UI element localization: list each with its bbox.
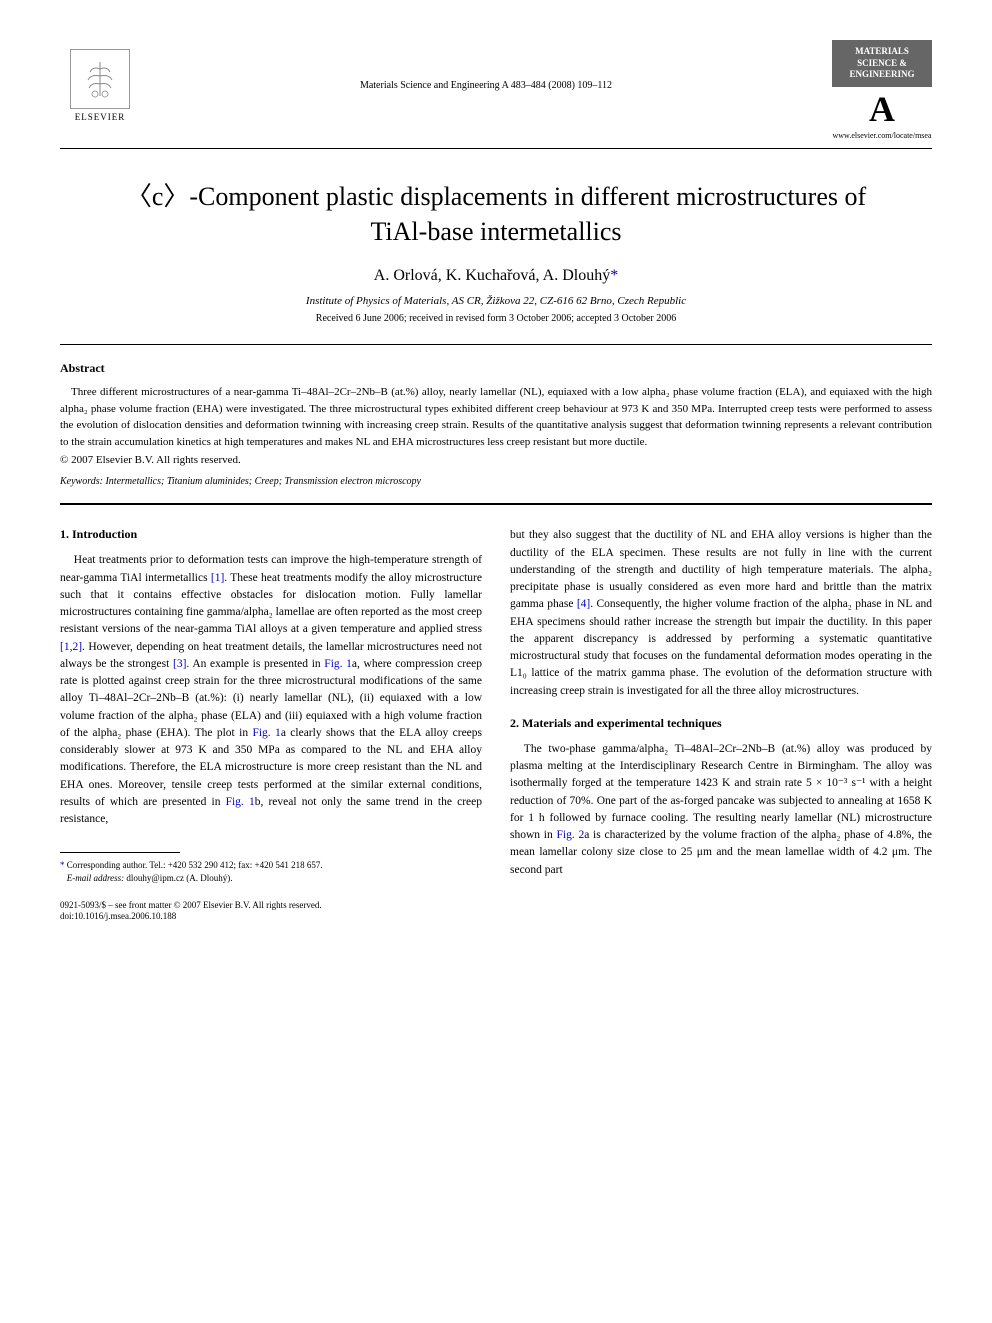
keywords: Keywords: Intermetallics; Titanium alumi… bbox=[60, 476, 932, 487]
authors: A. Orlová, K. Kuchařová, A. Dlouhý* bbox=[60, 267, 932, 285]
journal-reference: Materials Science and Engineering A 483–… bbox=[140, 40, 832, 91]
header-row: ELSEVIER Materials Science and Engineeri… bbox=[60, 40, 932, 140]
authors-text: A. Orlová, K. Kuchařová, A. Dlouhý bbox=[374, 267, 610, 284]
journal-badge: MATERIALS SCIENCE & ENGINEERING A www.el… bbox=[832, 40, 932, 140]
ref-link-1[interactable]: [1] bbox=[211, 572, 224, 584]
section-2-heading: 2. Materials and experimental techniques bbox=[510, 716, 932, 731]
affiliation: Institute of Physics of Materials, AS CR… bbox=[60, 295, 932, 307]
ref-link-4[interactable]: [4] bbox=[577, 598, 590, 610]
article-title: 〈c〉-Component plastic displacements in d… bbox=[120, 179, 872, 249]
footer-issn: 0921-5093/$ – see front matter © 2007 El… bbox=[60, 900, 482, 910]
badge-line-2: SCIENCE & bbox=[836, 58, 928, 70]
elsevier-tree-icon bbox=[70, 49, 130, 109]
abstract-heading: Abstract bbox=[60, 361, 932, 376]
left-column: 1. Introduction Heat treatments prior to… bbox=[60, 527, 482, 923]
footnote-email-label: E-mail address: bbox=[67, 873, 124, 883]
materials-paragraph-1: The two-phase gamma/alpha₂ Ti–48Al–2Cr–2… bbox=[510, 741, 932, 879]
two-column-body: 1. Introduction Heat treatments prior to… bbox=[60, 527, 932, 923]
abstract-text: Three different microstructures of a nea… bbox=[60, 384, 932, 450]
journal-badge-box: MATERIALS SCIENCE & ENGINEERING bbox=[832, 40, 932, 87]
fig-link-1a[interactable]: Fig. 1 bbox=[324, 658, 352, 670]
journal-url: www.elsevier.com/locate/msea bbox=[832, 131, 932, 140]
article-dates: Received 6 June 2006; received in revise… bbox=[60, 313, 932, 324]
footnote-separator bbox=[60, 852, 180, 853]
keywords-text: Intermetallics; Titanium aluminides; Cre… bbox=[103, 476, 421, 487]
fig-link-1b[interactable]: Fig. 1 bbox=[226, 796, 255, 808]
footnote-star-icon: * bbox=[60, 860, 67, 870]
ref-link-3[interactable]: [3] bbox=[173, 658, 186, 670]
corresponding-footnote: * Corresponding author. Tel.: +420 532 2… bbox=[60, 859, 482, 884]
intro-paragraph-1: Heat treatments prior to deformation tes… bbox=[60, 552, 482, 828]
footnote-email-name: (A. Dlouhý). bbox=[186, 873, 232, 883]
ref-link-1-2[interactable]: [1,2] bbox=[60, 641, 82, 653]
footer-doi: doi:10.1016/j.msea.2006.10.188 bbox=[60, 910, 482, 923]
keywords-label: Keywords: bbox=[60, 476, 103, 487]
abstract-copyright: © 2007 Elsevier B.V. All rights reserved… bbox=[60, 454, 932, 466]
footnote-corr-text: Corresponding author. Tel.: +420 532 290… bbox=[67, 860, 323, 870]
footnote-email-link[interactable]: dlouhy@ipm.cz bbox=[126, 873, 184, 883]
badge-line-3: ENGINEERING bbox=[836, 69, 928, 81]
fig-link-2a[interactable]: Fig. 2 bbox=[556, 829, 584, 841]
rule-top bbox=[60, 148, 932, 149]
badge-line-1: MATERIALS bbox=[836, 46, 928, 58]
badge-letter: A bbox=[832, 91, 932, 127]
rule-below-keywords bbox=[60, 503, 932, 505]
section-1-heading: 1. Introduction bbox=[60, 527, 482, 542]
right-column: but they also suggest that the ductility… bbox=[510, 527, 932, 923]
fig-link-1a-2[interactable]: Fig. 1 bbox=[252, 727, 280, 739]
intro-paragraph-2: but they also suggest that the ductility… bbox=[510, 527, 932, 700]
rule-above-abstract bbox=[60, 344, 932, 345]
elsevier-logo: ELSEVIER bbox=[60, 40, 140, 130]
elsevier-label: ELSEVIER bbox=[75, 112, 126, 122]
corresponding-marker[interactable]: * bbox=[610, 267, 618, 284]
